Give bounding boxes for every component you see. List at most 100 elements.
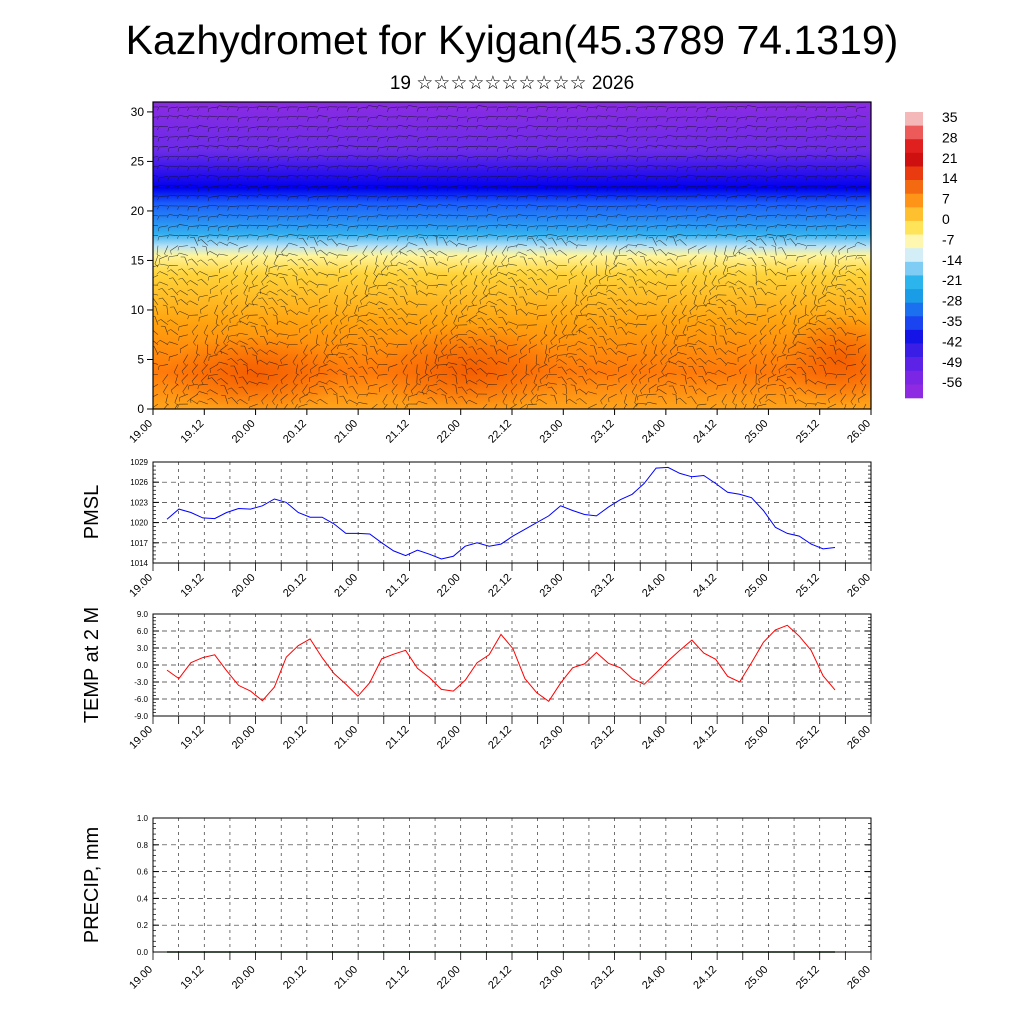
pmsl-x-tick-label: 19.12 [178,572,206,600]
colorbar-swatch [905,261,923,276]
colorbar-swatch [905,289,923,303]
temp-ylabel: TEMP at 2 M [81,607,103,723]
main-x-tick-label: 25.00 [743,418,771,446]
colorbar-label: -35 [942,313,962,329]
pmsl-ylabel: PMSL [81,485,103,539]
temp-panel: -9.0 -6.0 -3.0 0.0 3.0 6.0 9.0 19.00 19.12 20.00… [81,607,873,752]
colorbar-label: -49 [942,354,962,370]
temp-x-tick-label: 22.12 [486,724,514,752]
main-x-tick-label: 19.00 [127,418,155,446]
temp-x-tick-label: 25.00 [743,724,771,752]
colorbar-swatch [905,302,923,317]
colorbar-swatch [905,207,923,222]
main-x-tick-label: 20.00 [230,418,258,446]
colorbar-label: -21 [942,272,962,288]
colorbar-swatch [905,180,923,195]
pmsl-x-tick-label: 25.00 [743,572,771,600]
colorbar-swatch [905,316,923,331]
temp-x-tick-label: 21.12 [384,724,412,752]
colorbar-swatch [905,152,923,167]
colorbar-swatch [905,343,923,358]
pmsl-series-line [166,466,836,560]
precip-y-tick-label: 0.2 [137,921,149,930]
main-x-tick-label: 22.00 [435,418,463,446]
temp-x-tick-label: 19.12 [178,724,206,752]
precip-x-tick-label: 20.12 [281,964,309,992]
precip-y-tick-label: 0.8 [137,841,149,850]
precip-x-tick-label: 25.12 [794,964,822,992]
main-x-tick-label: 19.12 [178,418,206,446]
colorbar-label: -7 [942,231,955,247]
precip-x-tick-label: 26.00 [845,964,873,992]
temp-series-line [166,624,836,703]
temp-x-tick-label: 23.00 [537,724,565,752]
pmsl-y-tick-label: 1023 [130,498,148,507]
colorbar-label: 21 [942,150,958,166]
main-x-tick-label: 25.12 [794,418,822,446]
precip-x-tick-label: 23.00 [537,964,565,992]
pmsl-x-tick-label: 24.12 [691,572,719,600]
pmsl-x-tick-label: 21.00 [332,572,360,600]
colorbar-swatch [905,248,923,263]
colorbar-label: -56 [942,374,962,390]
colorbar-swatch [905,275,923,290]
pmsl-x-tick-label: 26.00 [845,572,873,600]
wind-barbs [153,105,867,409]
pmsl-x-tick-label: 24.00 [640,572,668,600]
temp-x-tick-label: 20.00 [230,724,258,752]
precip-x-tick-label: 19.00 [127,964,155,992]
pmsl-x-tick-label: 20.12 [281,572,309,600]
colorbar-swatch [905,125,923,140]
precip-x-tick-label: 24.12 [691,964,719,992]
precip-ylabel: PRECIP, mm [81,827,103,943]
colorbar-swatch [905,370,923,385]
temp-x-tick-label: 20.12 [281,724,309,752]
temp-y-tick-label: 3.0 [137,644,149,653]
precip-x-tick-label: 25.00 [743,964,771,992]
colorbar-swatch [905,329,923,344]
pmsl-y-tick-label: 1026 [130,478,148,487]
pmsl-x-tick-label: 23.00 [537,572,565,600]
main-y-tick-label: 5 [137,352,144,366]
precip-x-tick-label: 22.00 [435,964,463,992]
colorbar-swatch [905,384,923,399]
colorbar-swatch [905,357,923,372]
temp-y-tick-label: 9.0 [137,610,149,619]
colorbar-swatch [905,220,923,235]
temp-y-tick-label: -9.0 [134,712,148,721]
main-y-tick-label: 20 [131,204,145,218]
main-y-axis: 0 5 10 15 20 25 30 [131,105,872,416]
colorbar-swatch [905,234,923,249]
main-y-tick-label: 30 [131,105,145,119]
temp-x-tick-label: 24.12 [691,724,719,752]
precip-x-tick-label: 21.00 [332,964,360,992]
precip-x-tick-label: 19.12 [178,964,206,992]
precip-x-tick-label: 20.00 [230,964,258,992]
colorbar-label: -28 [942,293,962,309]
main-x-tick-label: 26.00 [845,418,873,446]
temp-x-tick-label: 22.00 [435,724,463,752]
main-y-tick-label: 10 [131,303,145,317]
temp-x-tick-label: 24.00 [640,724,668,752]
page-title: Kazhydromet for Kyigan(45.3789 74.1319) [125,17,899,63]
temp-x-tick-label: 26.00 [845,724,873,752]
colorbar: 35 28 21 14 7 0 -7 -14 -21 -28 -35 -42 -49 -56 [905,109,962,399]
pmsl-x-tick-label: 21.12 [384,572,412,600]
temp-x-tick-label: 25.12 [794,724,822,752]
pmsl-y-tick-label: 1017 [130,539,148,548]
colorbar-label: 14 [942,170,958,186]
page-subtitle: 19 ☆☆☆☆☆☆☆☆☆☆ 2026 [389,73,635,94]
temp-x-tick-label: 21.00 [332,724,360,752]
temp-x-tick-label: 23.12 [589,724,617,752]
main-x-tick-label: 24.00 [640,418,668,446]
precip-x-tick-label: 24.00 [640,964,668,992]
pmsl-x-tick-label: 23.12 [589,572,617,600]
colorbar-swatch [905,166,923,181]
pmsl-x-tick-label: 22.12 [486,572,514,600]
colorbar-swatch [905,193,923,208]
precip-y-tick-label: 1.0 [137,814,149,823]
main-x-tick-label: 23.12 [589,418,617,446]
warm-anomalies [165,315,871,409]
main-x-tick-label: 20.12 [281,418,309,446]
